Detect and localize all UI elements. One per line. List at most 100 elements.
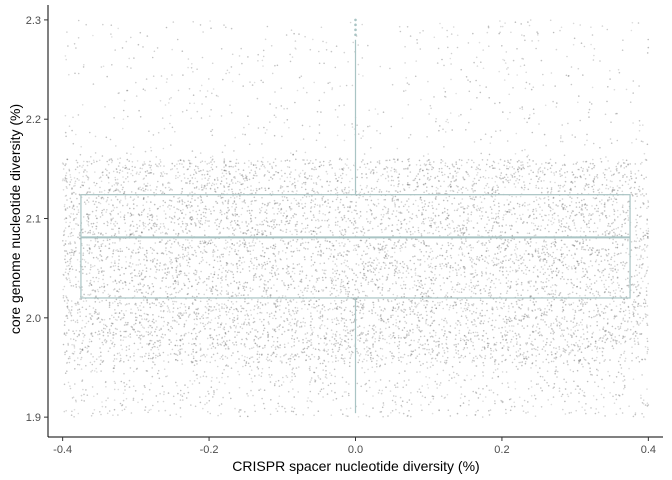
data-point [282,381,285,383]
data-point [149,184,151,187]
data-point [196,217,198,220]
data-point [124,385,126,388]
data-point [256,229,259,231]
data-point [101,214,104,216]
data-point [376,314,379,316]
data-point [647,348,649,351]
data-point [139,282,141,284]
data-point [384,251,386,253]
data-point [375,363,378,365]
data-point [318,62,321,65]
data-point [293,396,296,398]
data-point [427,300,429,303]
data-point [588,265,590,268]
data-point [492,336,495,339]
data-point [272,174,275,176]
data-point [386,250,389,252]
data-point [577,101,579,104]
data-point [567,268,569,271]
data-point [291,278,294,280]
data-point [496,189,499,191]
data-point [249,253,252,255]
data-point [227,365,229,367]
data-point [573,344,575,346]
data-point [491,177,494,180]
data-point [374,217,376,220]
data-point [511,166,514,168]
data-point [446,264,448,266]
data-point [526,222,529,224]
data-point [150,164,152,167]
data-point [409,329,411,332]
data-point [618,334,621,337]
data-point [627,306,630,309]
data-point [143,183,145,185]
data-point [185,274,188,277]
data-point [420,280,422,282]
data-point [274,328,276,331]
data-point [96,221,98,224]
data-point [359,166,361,168]
data-point [459,397,462,399]
data-point [129,229,131,231]
data-point [574,136,576,138]
data-point [416,355,419,358]
data-point [499,293,502,295]
data-point [298,174,300,176]
data-point [499,261,502,264]
data-point [576,230,578,232]
data-point [301,222,303,225]
data-point [298,273,301,275]
data-point [317,254,319,256]
data-point [359,299,362,302]
data-point [206,243,208,246]
data-point [200,251,202,253]
data-point [175,333,178,335]
data-point [203,354,205,357]
data-point [221,271,223,274]
data-point [335,323,338,326]
data-point [603,307,606,310]
data-point [446,199,449,202]
data-point [266,212,268,215]
data-point [384,177,387,180]
data-point [644,346,647,348]
data-point [500,266,502,268]
data-point [552,31,555,34]
data-point [143,258,145,261]
data-point [222,255,224,258]
data-point [170,168,172,171]
data-point [535,163,537,165]
data-point [392,332,394,334]
data-point [529,182,531,185]
data-point [319,325,322,327]
data-point [199,376,202,378]
data-point [151,215,154,217]
data-point [567,363,569,366]
data-point [318,124,321,126]
data-point [140,292,143,294]
data-point [335,303,337,305]
data-point [576,285,578,288]
data-point [137,309,140,311]
data-point [462,338,464,341]
data-point [157,180,159,183]
data-point [635,240,637,243]
data-point [581,319,584,321]
data-point [460,291,463,294]
data-point [598,263,600,266]
data-point [431,219,433,222]
data-point [484,260,486,263]
data-point [274,158,277,160]
data-point [248,209,251,212]
data-point [594,260,597,263]
data-point [395,199,398,201]
data-point [430,262,432,265]
data-point [404,246,407,248]
data-point [168,98,171,100]
data-point [274,348,277,351]
data-point [74,223,77,225]
data-point [95,215,97,217]
data-point [353,209,356,211]
data-point [525,273,528,276]
